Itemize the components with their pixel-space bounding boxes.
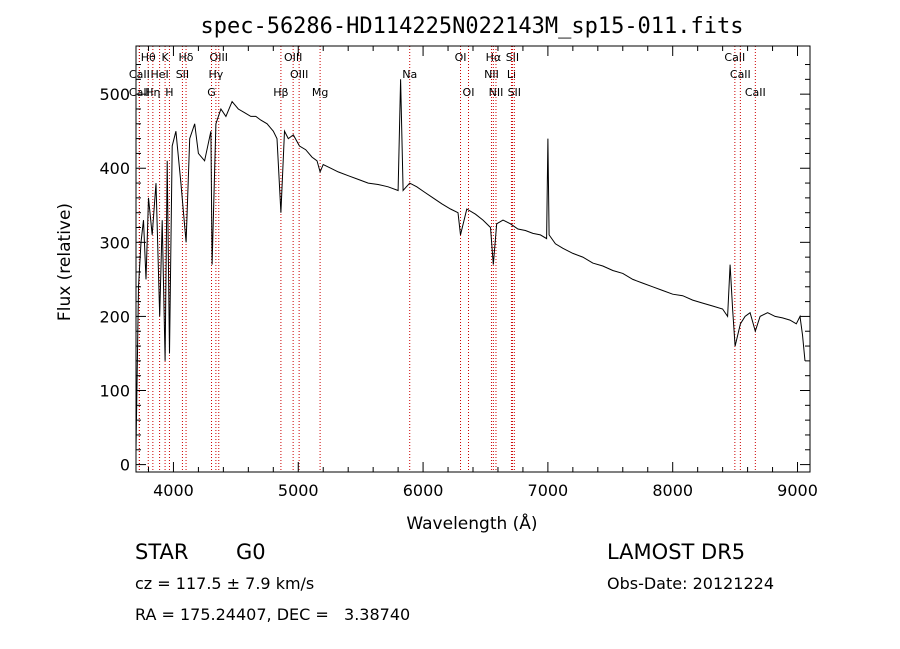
line-marker-label: CaII (730, 68, 751, 81)
line-marker-label: CaII (129, 86, 150, 99)
y-tick-label: 300 (99, 233, 130, 252)
line-marker-label: Hδ (179, 51, 194, 64)
line-marker-label: CaII (724, 51, 745, 64)
line-marker-label: SII (508, 86, 521, 99)
line-marker-label: Hγ (208, 68, 223, 81)
y-tick-label: 500 (99, 85, 130, 104)
line-marker-label: Hα (486, 51, 502, 64)
line-marker-label: NII (484, 68, 499, 81)
y-tick-label: 200 (99, 307, 130, 326)
line-marker-label: OIII (210, 51, 228, 64)
line-marker-label: K (161, 51, 169, 64)
y-tick-label: 400 (99, 159, 130, 178)
line-marker-label: SII (176, 68, 189, 81)
line-marker-label: CaII (129, 68, 150, 81)
coordinates: RA = 175.24407, DEC = 3.38740 (135, 605, 411, 624)
y-tick-label: 100 (99, 382, 130, 401)
line-marker-label: Hβ (273, 86, 288, 99)
line-marker-label: G (207, 86, 216, 99)
y-tick-label: 0 (120, 456, 130, 475)
y-axis-label: Flux (relative) (55, 203, 75, 321)
object-class: STAR (135, 540, 189, 564)
x-tick-label: 9000 (777, 481, 818, 500)
plot-frame (135, 45, 811, 473)
line-marker-label: SII (506, 51, 519, 64)
line-marker-label: Na (402, 68, 417, 81)
object-subclass: G0 (236, 540, 266, 564)
line-marker-label: Mg (312, 86, 328, 99)
line-marker-label: OIII (284, 51, 302, 64)
chart-title: spec-56286-HD114225N022143M_sp15-011.fit… (200, 14, 743, 39)
spectrum-line (135, 79, 806, 450)
x-tick-label: 8000 (652, 481, 693, 500)
line-marker-label: H (165, 86, 173, 99)
line-marker-label: Hθ (141, 51, 156, 64)
axis-ticks: 4000 5000 6000 7000 8000 9000 0 100 200 300 400 500 (99, 46, 818, 500)
line-marker-label: OI (463, 86, 475, 99)
observation-date: Obs-Date: 20121224 (607, 574, 775, 593)
line-marker-label: HeI (150, 68, 168, 81)
redshift-velocity: cz = 117.5 ± 7.9 km/s (135, 574, 315, 593)
x-tick-label: 7000 (528, 481, 569, 500)
survey-name: LAMOST DR5 (607, 540, 746, 564)
line-marker-label: OIII (290, 68, 308, 81)
line-marker-label: NII (489, 86, 504, 99)
x-axis-label: Wavelength (Å) (406, 512, 537, 534)
x-tick-label: 6000 (403, 481, 444, 500)
line-marker-label: Li (507, 68, 516, 81)
x-tick-label: 4000 (153, 481, 194, 500)
x-tick-label: 5000 (278, 481, 319, 500)
line-marker-label: OI (455, 51, 467, 64)
line-marker-label: Hη (145, 86, 160, 99)
line-marker-label: CaII (745, 86, 766, 99)
